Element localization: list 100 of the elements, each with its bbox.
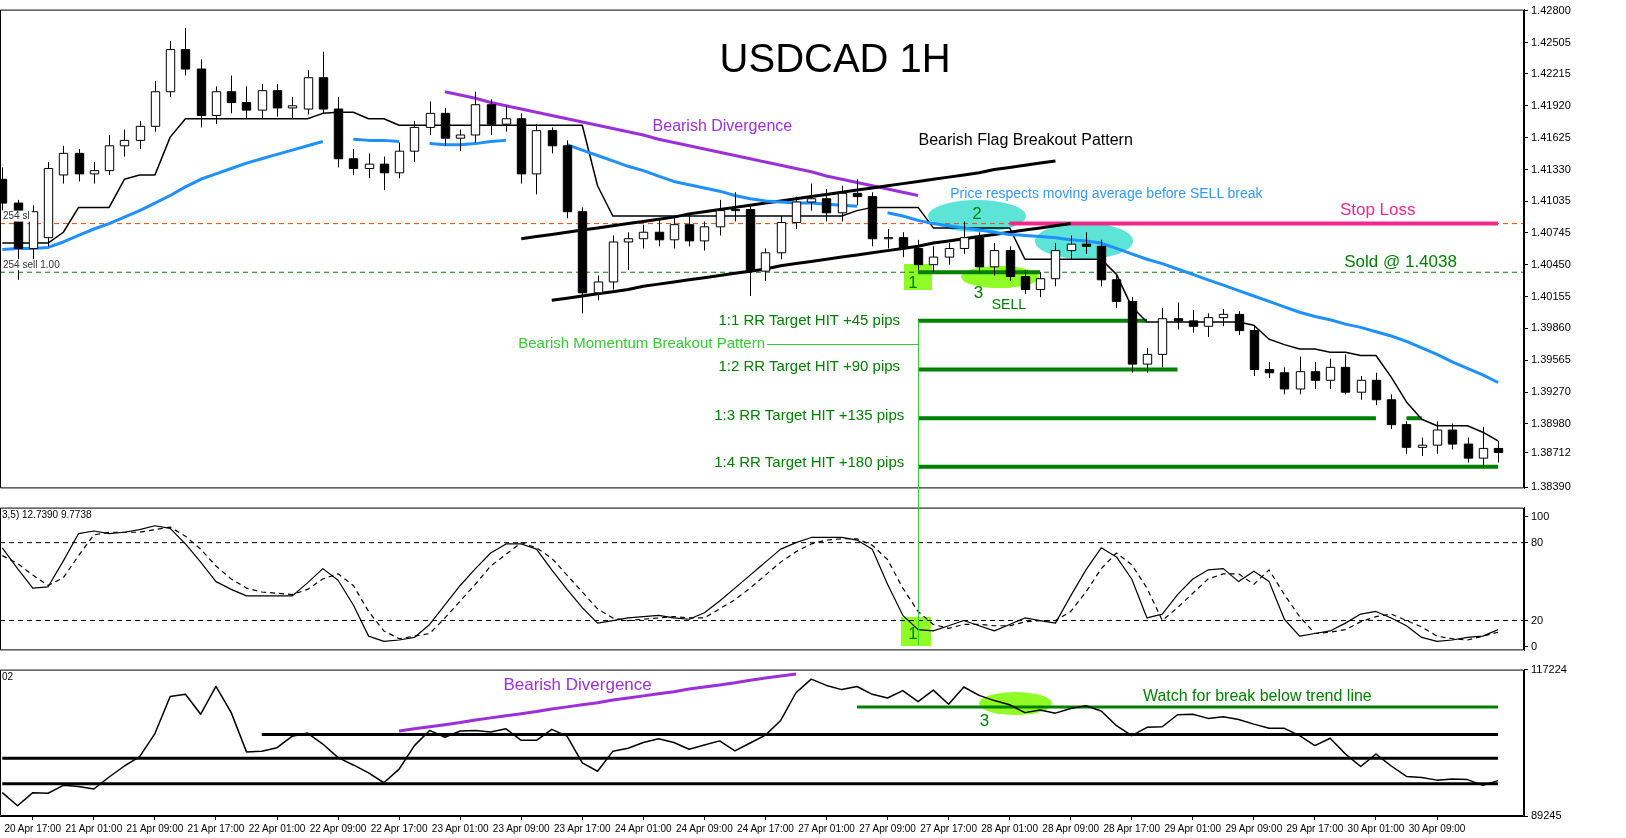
annotation: Bearish Divergence xyxy=(652,116,793,134)
candlestick xyxy=(699,220,710,252)
x-tick-label: 21 Apr 17:00 xyxy=(187,822,245,834)
x-tick-label: 24 Apr 17:00 xyxy=(737,822,795,834)
candlestick xyxy=(1417,437,1428,457)
annotation: 1 xyxy=(908,624,918,644)
candlestick xyxy=(74,148,85,182)
candlestick xyxy=(1081,231,1092,255)
y-tick-label: 117224 xyxy=(1531,662,1567,675)
candlestick xyxy=(1325,358,1336,390)
annotation: 3 xyxy=(973,282,984,302)
y-tick-label: 1.42505 xyxy=(1531,35,1571,48)
candlestick xyxy=(806,183,817,212)
x-tick-label: 23 Apr 17:00 xyxy=(553,822,612,834)
x-tick-label: 27 Apr 01:00 xyxy=(798,822,856,834)
candlestick xyxy=(883,228,894,249)
candlestick xyxy=(180,27,191,77)
annotation: Bearish Divergence xyxy=(503,675,652,695)
candlestick xyxy=(1066,234,1077,260)
candlestick xyxy=(1234,310,1245,336)
x-tick-label: 24 Apr 01:00 xyxy=(614,822,673,834)
y-tick-label: 1.40745 xyxy=(1531,225,1571,238)
ref-line-label: 254 sl xyxy=(3,210,30,222)
y-tick-label: 80 xyxy=(1531,535,1544,548)
candlestick xyxy=(1279,366,1290,395)
y-tick-label: 0 xyxy=(1531,639,1538,652)
candlestick xyxy=(455,129,466,152)
candlestick xyxy=(791,196,802,230)
annotation: 1:3 RR Target HIT +135 pips xyxy=(714,406,905,424)
candlestick xyxy=(821,188,832,222)
annotation: Price respects moving average before SELL break xyxy=(950,185,1264,202)
candlestick xyxy=(547,126,558,154)
y-tick-label: 89245 xyxy=(1531,809,1562,822)
candlestick xyxy=(623,231,634,271)
x-tick-label: 22 Apr 17:00 xyxy=(370,822,428,834)
candlestick xyxy=(760,247,771,282)
y-tick-label: 1.39270 xyxy=(1531,385,1571,398)
annotation: 3 xyxy=(979,711,990,731)
y-tick-label: 1.41035 xyxy=(1531,194,1571,207)
candlestick xyxy=(89,161,100,185)
candlestick xyxy=(1020,269,1031,295)
candlestick xyxy=(409,120,420,163)
candlestick xyxy=(1356,375,1367,401)
y-tick-label: 20 xyxy=(1531,613,1544,626)
candlestick xyxy=(1401,420,1412,455)
candlestick xyxy=(58,145,69,185)
y-tick-label: 1.38390 xyxy=(1531,480,1571,493)
y-tick-label: 1.41330 xyxy=(1531,162,1571,175)
y-tick-label: 1.39860 xyxy=(1531,321,1571,334)
candlestick xyxy=(1173,302,1184,331)
annotation: Bearish Momentum Breakout Pattern xyxy=(518,333,765,351)
y-tick-label: 1.38712 xyxy=(1531,445,1571,458)
x-tick-label: 28 Apr 09:00 xyxy=(1042,822,1100,834)
y-tick-label: 1.42215 xyxy=(1531,66,1571,79)
x-tick-label: 28 Apr 17:00 xyxy=(1103,822,1161,834)
candlestick xyxy=(928,245,939,273)
annotation: SELL xyxy=(991,296,1027,313)
text: USDCAD 1H xyxy=(719,35,951,80)
candlestick xyxy=(730,191,741,222)
annotation: 1 xyxy=(908,273,918,293)
x-tick-label: 29 Apr 01:00 xyxy=(1164,822,1222,834)
candlestick xyxy=(1142,347,1153,374)
x-tick-label: 20 Apr 17:00 xyxy=(4,822,62,834)
candlestick xyxy=(1295,356,1306,395)
candlestick xyxy=(226,75,237,114)
x-tick-label: 29 Apr 17:00 xyxy=(1286,822,1344,834)
candlestick xyxy=(837,185,848,222)
annotation: Bearish Flag Breakout Pattern xyxy=(918,130,1133,148)
x-tick-label: 22 Apr 09:00 xyxy=(309,822,367,834)
candlestick xyxy=(1371,372,1382,406)
y-tick-label: 1.41920 xyxy=(1531,98,1571,111)
x-tick-label: 23 Apr 01:00 xyxy=(431,822,489,834)
annotation: 2 xyxy=(972,203,982,223)
candlestick xyxy=(364,152,375,179)
annotation: Watch for break below trend line xyxy=(1142,687,1372,705)
x-tick-label: 30 Apr 09:00 xyxy=(1408,822,1466,834)
annotation: Stop Loss xyxy=(1339,200,1416,220)
candlestick xyxy=(119,129,130,158)
annotation: 02 xyxy=(2,671,14,683)
x-tick-label: 27 Apr 17:00 xyxy=(920,822,978,834)
candlestick xyxy=(135,120,146,150)
candlestick xyxy=(394,142,405,179)
candlestick xyxy=(1111,273,1122,309)
candlestick xyxy=(1188,309,1199,334)
annotation: 1:1 RR Target HIT +45 pips xyxy=(718,310,901,328)
candlestick xyxy=(1203,312,1214,338)
annotation: 1:4 RR Target HIT +180 pips xyxy=(714,452,905,470)
annotation: 1:2 RR Target HIT +90 pips xyxy=(718,357,901,375)
x-tick-label: 24 Apr 09:00 xyxy=(676,822,734,834)
annotation: 3,5) 12.7390 9.7738 xyxy=(2,509,92,521)
x-tick-label: 23 Apr 09:00 xyxy=(492,822,551,834)
candlestick xyxy=(852,178,863,206)
candlestick xyxy=(1463,437,1474,463)
x-tick-label: 28 Apr 01:00 xyxy=(981,822,1039,834)
ref-line-label: 254 sell 1.00 xyxy=(3,258,61,270)
candlestick xyxy=(638,224,649,249)
candlestick xyxy=(1035,271,1046,298)
y-tick-label: 1.38980 xyxy=(1531,416,1571,429)
x-tick-label: 21 Apr 01:00 xyxy=(65,822,123,834)
y-tick-label: 1.41625 xyxy=(1531,130,1571,143)
